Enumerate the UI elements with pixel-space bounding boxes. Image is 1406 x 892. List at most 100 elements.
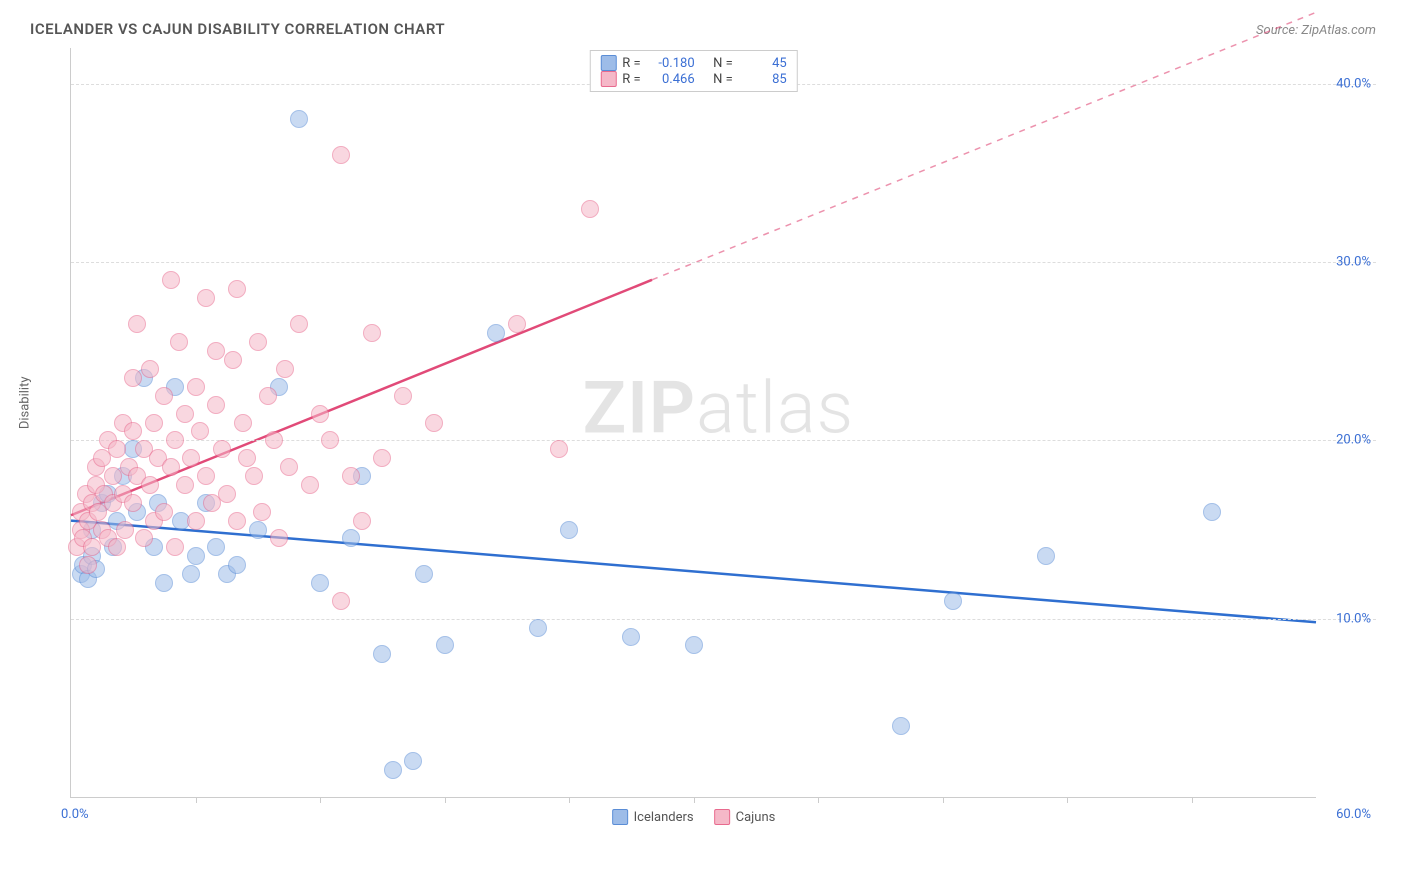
scatter-point xyxy=(104,467,122,485)
scatter-point xyxy=(162,271,180,289)
gridline xyxy=(71,262,1376,263)
scatter-point xyxy=(332,592,350,610)
scatter-point xyxy=(83,538,101,556)
watermark-zip: ZIP xyxy=(583,365,696,450)
scatter-point xyxy=(234,414,252,432)
chart-container: ICELANDER VS CAJUN DISABILITY CORRELATIO… xyxy=(0,0,1406,892)
legend-swatch-cajuns-icon xyxy=(714,809,730,825)
scatter-point xyxy=(191,422,209,440)
source-label: Source: ZipAtlas.com xyxy=(1256,23,1376,38)
scatter-point xyxy=(508,315,526,333)
legend-label-cajuns: Cajuns xyxy=(736,810,776,825)
y-tick-label: 30.0% xyxy=(1336,255,1371,270)
scatter-point xyxy=(1203,503,1221,521)
scatter-point xyxy=(155,503,173,521)
scatter-point xyxy=(197,289,215,307)
legend-swatch-icelanders-icon xyxy=(612,809,628,825)
scatter-point xyxy=(311,405,329,423)
y-axis-label: Disability xyxy=(18,376,33,429)
scatter-point xyxy=(265,431,283,449)
x-tick xyxy=(196,797,197,803)
swatch-icelanders-icon xyxy=(600,55,616,71)
gridline xyxy=(71,619,1376,620)
watermark: ZIPatlas xyxy=(583,365,855,450)
scatter-point xyxy=(290,110,308,128)
scatter-point xyxy=(363,324,381,342)
y-tick-label: 20.0% xyxy=(1336,433,1371,448)
x-max-label: 60.0% xyxy=(1336,807,1371,822)
scatter-point xyxy=(187,512,205,530)
scatter-point xyxy=(290,315,308,333)
scatter-point xyxy=(116,521,134,539)
legend-label-icelanders: Icelanders xyxy=(634,810,694,825)
chart-title: ICELANDER VS CAJUN DISABILITY CORRELATIO… xyxy=(30,20,445,38)
scatter-point xyxy=(253,503,271,521)
scatter-point xyxy=(187,378,205,396)
scatter-point xyxy=(224,351,242,369)
y-tick-label: 10.0% xyxy=(1336,611,1371,626)
x-tick xyxy=(943,797,944,803)
r-label-0: R = xyxy=(622,56,640,71)
scatter-point xyxy=(155,387,173,405)
scatter-point xyxy=(353,512,371,530)
scatter-point xyxy=(622,628,640,646)
scatter-point xyxy=(135,529,153,547)
scatter-point xyxy=(270,529,288,547)
scatter-point xyxy=(162,458,180,476)
n-label-1: N = xyxy=(713,72,733,87)
scatter-point xyxy=(249,333,267,351)
scatter-point xyxy=(228,512,246,530)
scatter-point xyxy=(550,440,568,458)
scatter-point xyxy=(213,440,231,458)
scatter-point xyxy=(685,636,703,654)
scatter-point xyxy=(128,315,146,333)
scatter-point xyxy=(249,521,267,539)
scatter-point xyxy=(581,200,599,218)
swatch-cajuns-icon xyxy=(600,71,616,87)
scatter-point xyxy=(280,458,298,476)
plot-area: ZIPatlas R = -0.180 N = 45 R = 0.466 N = xyxy=(70,48,1316,798)
x-tick xyxy=(445,797,446,803)
scatter-point xyxy=(145,414,163,432)
x-tick xyxy=(694,797,695,803)
scatter-point xyxy=(218,485,236,503)
x-tick xyxy=(1067,797,1068,803)
legend-bottom: Icelanders Cajuns xyxy=(612,809,776,825)
legend-stats-box: R = -0.180 N = 45 R = 0.466 N = 85 xyxy=(589,50,797,92)
scatter-point xyxy=(182,449,200,467)
scatter-point xyxy=(342,529,360,547)
scatter-point xyxy=(166,431,184,449)
scatter-point xyxy=(108,440,126,458)
scatter-point xyxy=(311,574,329,592)
scatter-point xyxy=(238,449,256,467)
legend-stats-row-0: R = -0.180 N = 45 xyxy=(600,55,786,71)
n-value-0: 45 xyxy=(739,56,787,71)
scatter-point xyxy=(892,717,910,735)
scatter-point xyxy=(207,342,225,360)
scatter-point xyxy=(124,494,142,512)
x-tick xyxy=(1192,797,1193,803)
n-label-0: N = xyxy=(713,56,733,71)
n-value-1: 85 xyxy=(739,72,787,87)
r-value-0: -0.180 xyxy=(647,56,695,71)
scatter-point xyxy=(1037,547,1055,565)
scatter-point xyxy=(141,360,159,378)
x-tick xyxy=(569,797,570,803)
scatter-point xyxy=(425,414,443,432)
trend-lines-svg xyxy=(71,48,1316,797)
watermark-atlas: atlas xyxy=(696,365,854,450)
scatter-point xyxy=(415,565,433,583)
legend-item-icelanders: Icelanders xyxy=(612,809,694,825)
scatter-point xyxy=(259,387,277,405)
scatter-point xyxy=(394,387,412,405)
scatter-point xyxy=(436,636,454,654)
x-origin-label: 0.0% xyxy=(61,807,89,822)
scatter-point xyxy=(207,538,225,556)
scatter-point xyxy=(301,476,319,494)
scatter-point xyxy=(197,467,215,485)
scatter-point xyxy=(170,333,188,351)
scatter-point xyxy=(166,538,184,556)
scatter-point xyxy=(404,752,422,770)
scatter-point xyxy=(187,547,205,565)
scatter-point xyxy=(124,369,142,387)
